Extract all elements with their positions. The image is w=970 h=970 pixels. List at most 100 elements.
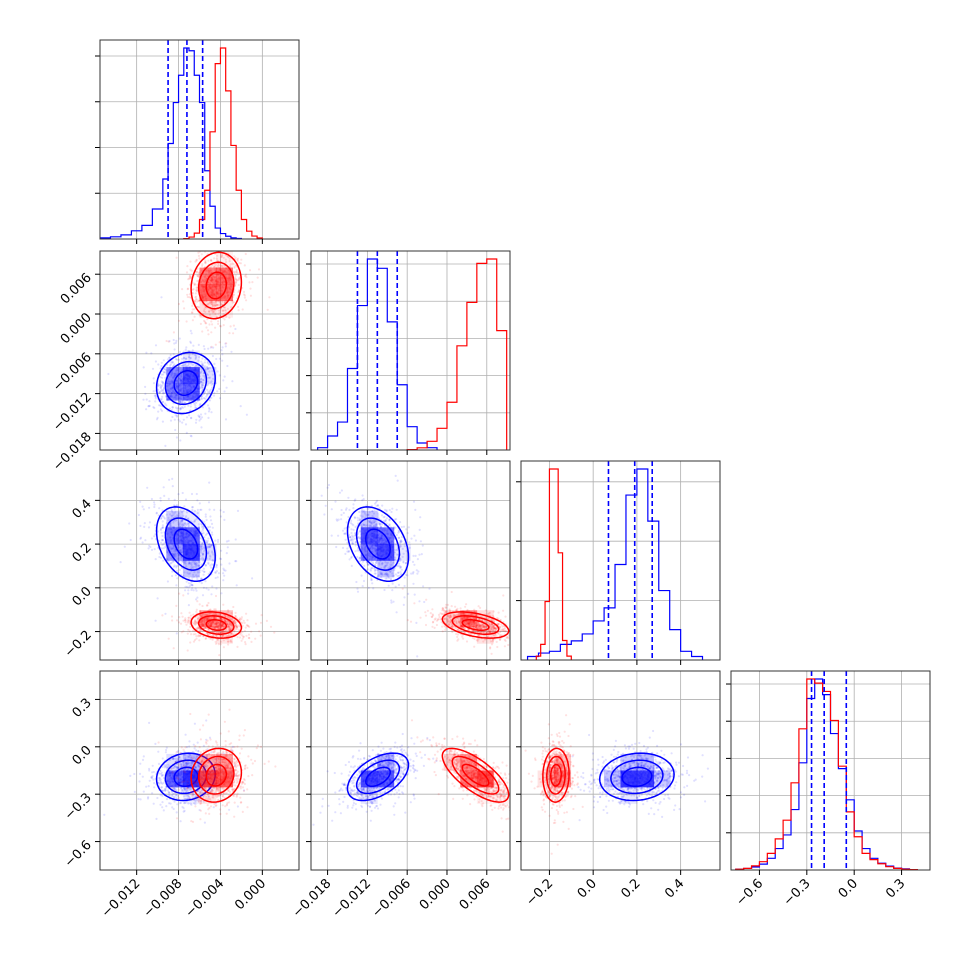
scatter-point xyxy=(209,624,212,628)
scatter-point xyxy=(405,528,408,531)
scatter-point xyxy=(163,517,167,520)
scatter-point xyxy=(245,624,248,627)
scatter-point xyxy=(213,265,217,268)
scatter-point xyxy=(220,264,223,268)
scatter-point xyxy=(406,532,409,535)
scatter-point xyxy=(208,281,211,284)
scatter-point xyxy=(143,522,146,525)
scatter-point xyxy=(233,620,236,623)
scatter-point xyxy=(189,614,192,617)
scatter-point xyxy=(201,543,204,546)
scatter-point xyxy=(207,601,210,605)
scatter-point xyxy=(201,278,204,281)
scatter-point xyxy=(173,363,176,366)
scatter-point xyxy=(159,404,162,407)
scatter-point xyxy=(350,528,353,531)
grid xyxy=(100,40,299,239)
scatter-point xyxy=(200,385,203,389)
scatter-point xyxy=(197,343,200,346)
scatter-point xyxy=(222,630,226,633)
scatter-point xyxy=(235,624,238,627)
scatter-point xyxy=(193,520,196,523)
scatter-point xyxy=(157,410,160,413)
scatter-point xyxy=(184,516,187,519)
scatter-point xyxy=(204,627,207,630)
scatter-point xyxy=(221,625,224,628)
scatter-point xyxy=(221,309,225,312)
scatter-point xyxy=(391,507,394,510)
scatter-point xyxy=(176,515,179,518)
scatter-point xyxy=(200,624,203,627)
scatter-point xyxy=(216,621,219,624)
scatter-point xyxy=(204,397,207,400)
scatter-point xyxy=(163,391,166,394)
scatter-point xyxy=(207,562,210,565)
scatter-point xyxy=(159,367,162,370)
contour-line xyxy=(197,615,235,635)
scatter-point xyxy=(230,640,233,644)
scatter-point xyxy=(390,510,393,514)
scatter-point xyxy=(204,617,207,621)
scatter-point xyxy=(320,494,323,497)
scatter-point xyxy=(350,537,353,541)
scatter-point xyxy=(215,304,218,307)
scatter-point xyxy=(237,305,240,308)
scatter-point xyxy=(204,259,207,262)
scatter-point xyxy=(166,558,169,561)
scatter-point xyxy=(228,332,231,335)
scatter-point xyxy=(221,624,225,628)
scatter-point xyxy=(219,623,222,626)
scatter-point xyxy=(234,611,237,615)
scatter-point xyxy=(203,392,206,395)
scatter-point xyxy=(194,354,198,357)
scatter-point xyxy=(150,497,153,501)
scatter-point xyxy=(193,509,196,512)
scatter-point xyxy=(213,264,216,267)
scatter-point xyxy=(175,504,179,507)
scatter-point xyxy=(196,372,199,375)
scatter-point xyxy=(182,560,185,563)
scatter-point xyxy=(233,630,236,633)
scatter-point xyxy=(164,371,167,374)
scatter-point xyxy=(203,619,206,622)
scatter-point xyxy=(189,356,192,360)
scatter-point xyxy=(157,384,160,387)
scatter-point xyxy=(343,527,346,530)
scatter-point xyxy=(211,623,214,626)
scatter-point xyxy=(171,574,174,578)
scatter-point xyxy=(388,523,391,526)
scatter-point xyxy=(185,346,188,349)
scatter-point xyxy=(153,548,156,551)
scatter-point xyxy=(170,375,173,378)
scatter-point xyxy=(203,626,207,629)
scatter-point xyxy=(176,380,179,383)
scatter-point xyxy=(195,621,198,624)
scatter-point xyxy=(208,407,211,410)
scatter-point xyxy=(220,618,223,621)
scatter-point xyxy=(188,274,192,277)
scatter-point xyxy=(186,288,189,291)
scatter-point xyxy=(180,560,183,563)
scatter-point xyxy=(203,621,206,624)
density-cell xyxy=(166,383,184,401)
scatter-point xyxy=(211,626,214,629)
scatter-point xyxy=(354,544,357,547)
scatter-point xyxy=(234,614,237,618)
scatter-point xyxy=(227,625,230,629)
scatter-point xyxy=(207,333,210,336)
scatter-point xyxy=(212,346,215,349)
scatter-point xyxy=(203,622,206,625)
scatter-point xyxy=(202,378,205,382)
scatter-point xyxy=(172,547,175,550)
scatter-point xyxy=(154,360,157,363)
scatter-point xyxy=(371,582,374,585)
scatter-point xyxy=(236,509,240,512)
scatter-point xyxy=(171,381,174,384)
scatter-point xyxy=(200,269,203,272)
scatter-point xyxy=(230,618,233,621)
scatter-point xyxy=(187,278,190,281)
scatter-point xyxy=(199,549,202,552)
scatter-point xyxy=(180,381,184,384)
scatter-point xyxy=(193,308,196,311)
scatter-point xyxy=(367,563,370,566)
